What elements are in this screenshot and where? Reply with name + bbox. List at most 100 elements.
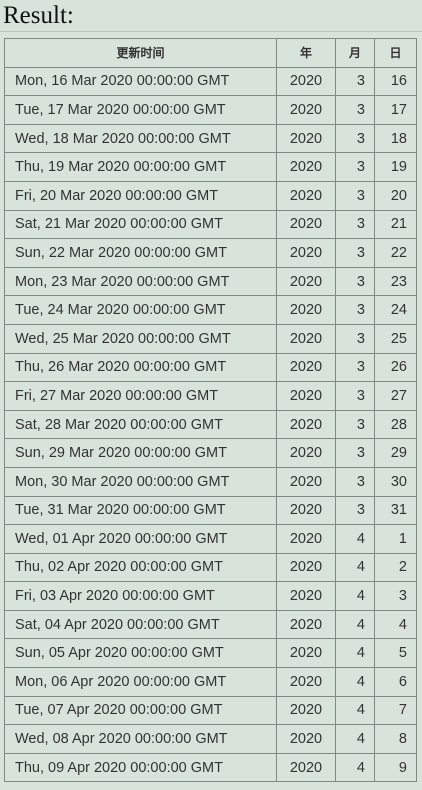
cell-day: 5 [374, 638, 417, 669]
cell-day: 18 [374, 123, 417, 154]
cell-year: 2020 [276, 466, 336, 497]
cell-update-time: Mon, 06 Apr 2020 00:00:00 GMT [4, 667, 277, 697]
table-row: Wed, 18 Mar 2020 00:00:00 GMT 2020 3 18 [4, 123, 417, 154]
column-header-update-time: 更新时间 [4, 38, 277, 68]
cell-year: 2020 [276, 352, 336, 383]
cell-year: 2020 [276, 667, 336, 697]
cell-year: 2020 [276, 95, 336, 125]
cell-day: 17 [374, 95, 417, 125]
cell-update-time: Mon, 30 Mar 2020 00:00:00 GMT [4, 466, 277, 497]
cell-update-time: Tue, 17 Mar 2020 00:00:00 GMT [4, 95, 277, 125]
cell-month: 4 [335, 581, 375, 611]
table-row: Mon, 16 Mar 2020 00:00:00 GMT 2020 3 16 [4, 66, 417, 97]
cell-day: 8 [374, 724, 417, 754]
cell-update-time: Tue, 07 Apr 2020 00:00:00 GMT [4, 695, 277, 726]
table-row: Mon, 23 Mar 2020 00:00:00 GMT 2020 3 23 [4, 266, 417, 297]
cell-month: 3 [335, 152, 375, 182]
cell-month: 3 [335, 495, 375, 526]
cell-year: 2020 [276, 238, 336, 268]
cell-update-time: Sun, 22 Mar 2020 00:00:00 GMT [4, 238, 277, 268]
cell-year: 2020 [276, 552, 336, 583]
cell-day: 20 [374, 180, 417, 211]
cell-day: 25 [374, 323, 417, 354]
cell-year: 2020 [276, 295, 336, 325]
cell-update-time: Wed, 18 Mar 2020 00:00:00 GMT [4, 123, 277, 154]
table-row: Mon, 30 Mar 2020 00:00:00 GMT 2020 3 30 [4, 466, 417, 497]
table-row: Sun, 05 Apr 2020 00:00:00 GMT 2020 4 5 [4, 638, 417, 669]
cell-month: 4 [335, 524, 375, 554]
table-row: Sun, 22 Mar 2020 00:00:00 GMT 2020 3 22 [4, 238, 417, 268]
cell-month: 4 [335, 724, 375, 754]
cell-year: 2020 [276, 381, 336, 411]
cell-day: 28 [374, 409, 417, 440]
cell-update-time: Tue, 31 Mar 2020 00:00:00 GMT [4, 495, 277, 526]
table-row: Fri, 27 Mar 2020 00:00:00 GMT 2020 3 27 [4, 381, 417, 411]
cell-month: 3 [335, 209, 375, 240]
result-heading: Result: [3, 2, 74, 29]
cell-update-time: Sat, 28 Mar 2020 00:00:00 GMT [4, 409, 277, 440]
cell-year: 2020 [276, 209, 336, 240]
cell-day: 3 [374, 581, 417, 611]
cell-day: 1 [374, 524, 417, 554]
table-row: Tue, 07 Apr 2020 00:00:00 GMT 2020 4 7 [4, 695, 417, 726]
cell-update-time: Mon, 16 Mar 2020 00:00:00 GMT [4, 66, 277, 97]
cell-day: 9 [374, 752, 417, 783]
cell-month: 3 [335, 238, 375, 268]
table-row: Sat, 21 Mar 2020 00:00:00 GMT 2020 3 21 [4, 209, 417, 240]
table-row: Sat, 04 Apr 2020 00:00:00 GMT 2020 4 4 [4, 609, 417, 640]
column-header-day: 日 [374, 38, 417, 68]
table-row: Sun, 29 Mar 2020 00:00:00 GMT 2020 3 29 [4, 438, 417, 468]
cell-month: 3 [335, 95, 375, 125]
cell-day: 22 [374, 238, 417, 268]
cell-day: 2 [374, 552, 417, 583]
cell-month: 3 [335, 180, 375, 211]
cell-update-time: Wed, 25 Mar 2020 00:00:00 GMT [4, 323, 277, 354]
cell-update-time: Mon, 23 Mar 2020 00:00:00 GMT [4, 266, 277, 297]
cell-month: 4 [335, 752, 375, 783]
cell-year: 2020 [276, 695, 336, 726]
cell-day: 19 [374, 152, 417, 182]
cell-day: 26 [374, 352, 417, 383]
cell-update-time: Sun, 29 Mar 2020 00:00:00 GMT [4, 438, 277, 468]
cell-update-time: Sat, 21 Mar 2020 00:00:00 GMT [4, 209, 277, 240]
cell-year: 2020 [276, 66, 336, 97]
cell-year: 2020 [276, 609, 336, 640]
cell-update-time: Thu, 09 Apr 2020 00:00:00 GMT [4, 752, 277, 783]
cell-year: 2020 [276, 581, 336, 611]
cell-month: 3 [335, 352, 375, 383]
cell-update-time: Thu, 19 Mar 2020 00:00:00 GMT [4, 152, 277, 182]
table-row: Wed, 01 Apr 2020 00:00:00 GMT 2020 4 1 [4, 524, 417, 554]
cell-day: 27 [374, 381, 417, 411]
cell-update-time: Tue, 24 Mar 2020 00:00:00 GMT [4, 295, 277, 325]
cell-year: 2020 [276, 524, 336, 554]
table-row: Thu, 26 Mar 2020 00:00:00 GMT 2020 3 26 [4, 352, 417, 383]
table-row: Tue, 31 Mar 2020 00:00:00 GMT 2020 3 31 [4, 495, 417, 526]
table-row: Fri, 03 Apr 2020 00:00:00 GMT 2020 4 3 [4, 581, 417, 611]
cell-update-time: Fri, 27 Mar 2020 00:00:00 GMT [4, 381, 277, 411]
cell-month: 3 [335, 66, 375, 97]
cell-year: 2020 [276, 438, 336, 468]
cell-year: 2020 [276, 323, 336, 354]
result-table: 更新时间 年 月 日 Mon, 16 Mar 2020 00:00:00 GMT… [4, 38, 417, 783]
cell-update-time: Thu, 26 Mar 2020 00:00:00 GMT [4, 352, 277, 383]
cell-day: 21 [374, 209, 417, 240]
table-row: Fri, 20 Mar 2020 00:00:00 GMT 2020 3 20 [4, 180, 417, 211]
cell-day: 24 [374, 295, 417, 325]
cell-update-time: Sun, 05 Apr 2020 00:00:00 GMT [4, 638, 277, 669]
cell-day: 16 [374, 66, 417, 97]
cell-year: 2020 [276, 152, 336, 182]
table-header-row: 更新时间 年 月 日 [4, 38, 417, 68]
table-row: Tue, 17 Mar 2020 00:00:00 GMT 2020 3 17 [4, 95, 417, 125]
cell-month: 3 [335, 266, 375, 297]
cell-year: 2020 [276, 266, 336, 297]
cell-month: 3 [335, 381, 375, 411]
cell-update-time: Thu, 02 Apr 2020 00:00:00 GMT [4, 552, 277, 583]
cell-month: 3 [335, 438, 375, 468]
table-row: Mon, 06 Apr 2020 00:00:00 GMT 2020 4 6 [4, 667, 417, 697]
cell-day: 23 [374, 266, 417, 297]
cell-day: 29 [374, 438, 417, 468]
table-row: Thu, 02 Apr 2020 00:00:00 GMT 2020 4 2 [4, 552, 417, 583]
cell-month: 4 [335, 695, 375, 726]
cell-month: 3 [335, 409, 375, 440]
cell-day: 6 [374, 667, 417, 697]
